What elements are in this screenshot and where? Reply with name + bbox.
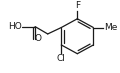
- Text: HO: HO: [8, 22, 21, 31]
- Text: Cl: Cl: [57, 54, 66, 63]
- Text: F: F: [75, 1, 80, 10]
- Text: O: O: [34, 34, 41, 43]
- Text: Me: Me: [104, 23, 117, 32]
